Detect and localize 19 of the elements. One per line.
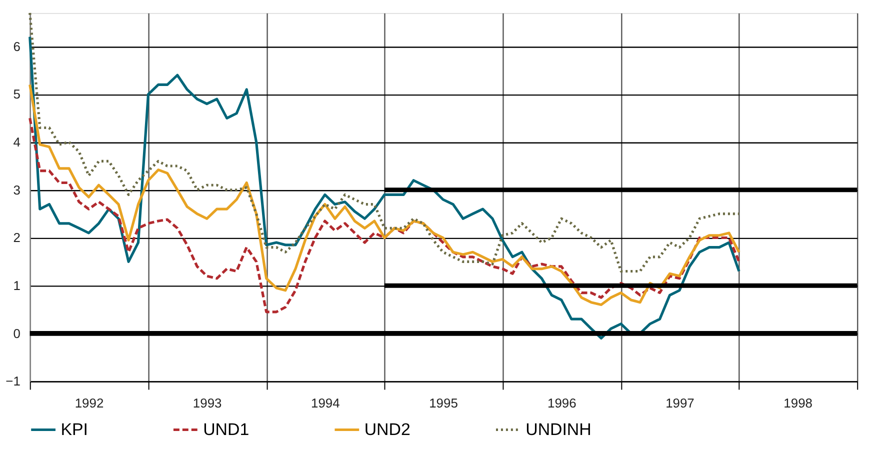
y-tick-label: −1 (6, 374, 20, 389)
legend-label: UND2 (364, 420, 410, 439)
y-tick-label: 1 (13, 278, 20, 294)
x-tick-label: 1992 (74, 396, 104, 411)
x-tick-label: 1995 (429, 396, 458, 411)
y-tick-label: 2 (13, 230, 20, 246)
y-tick-label: 6 (13, 38, 20, 54)
x-tick-label: 1996 (548, 396, 576, 411)
y-tick-label: 3 (13, 182, 20, 198)
legend-label: UNDINH (526, 420, 592, 439)
y-tick-label: 4 (13, 134, 20, 150)
y-tick-label: 5 (13, 86, 20, 102)
x-tick-label: 1997 (666, 396, 694, 411)
x-tick-label: 1998 (784, 396, 812, 411)
y-tick-label: 0 (13, 326, 20, 341)
legend-label: UND1 (203, 420, 250, 439)
legend-label: KPI (60, 420, 88, 439)
x-tick-label: 1994 (311, 396, 340, 411)
x-tick-label: 1993 (192, 396, 222, 411)
